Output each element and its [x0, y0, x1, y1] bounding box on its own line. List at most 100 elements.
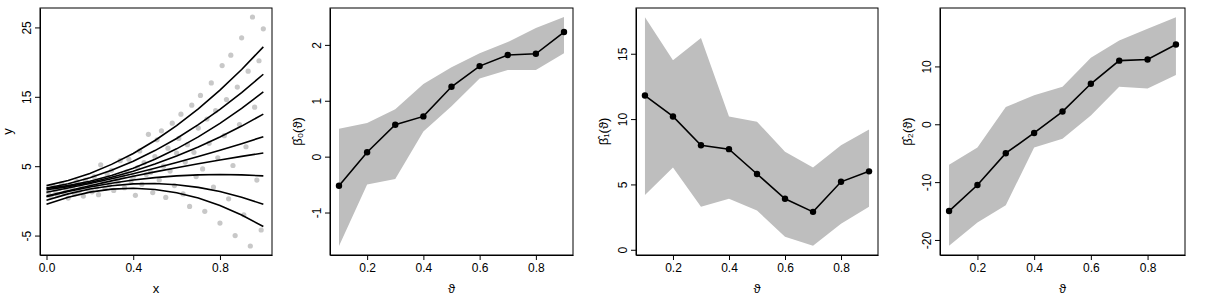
scatter-point	[198, 93, 203, 98]
plot-frame	[636, 8, 878, 255]
tick-label: 0.2	[665, 261, 682, 275]
point-marker	[1144, 56, 1150, 62]
tick-mark	[631, 119, 636, 120]
point-marker	[670, 113, 676, 119]
tick-mark	[325, 101, 330, 102]
point-marker	[1088, 81, 1094, 87]
point-marker	[782, 196, 788, 202]
scatter-point	[256, 58, 261, 63]
tick-mark	[367, 255, 368, 260]
tick: 15	[20, 90, 40, 104]
tick: 0.8	[1140, 255, 1157, 275]
tick-label: 0.6	[777, 261, 794, 275]
tick-mark	[423, 255, 424, 260]
line	[339, 32, 564, 186]
tick-label: 0.4	[416, 261, 433, 275]
tick-label: 0.8	[528, 261, 545, 275]
tick-label: 0.8	[833, 261, 850, 275]
tick-mark	[631, 54, 636, 55]
line	[47, 74, 264, 188]
tick: 0.0	[39, 255, 56, 275]
tick-mark	[785, 255, 786, 260]
point-marker	[726, 146, 732, 152]
scatter-point	[246, 69, 251, 74]
y-axis: -20-10010	[920, 9, 941, 256]
tick: 0.8	[833, 255, 850, 275]
tick-label: -1	[310, 207, 324, 218]
tick-label: 25	[20, 21, 34, 35]
line	[949, 44, 1176, 211]
tick-label: -10	[920, 174, 934, 192]
scatter-point	[189, 103, 194, 108]
point-marker	[505, 52, 511, 58]
tick: 0.6	[1083, 255, 1100, 275]
tick: 15	[616, 47, 636, 61]
scatter-point	[230, 163, 235, 168]
panel: 0.20.40.60.8-20-10010ϑβ̂₂(ϑ)	[900, 8, 1186, 296]
tick: 0.2	[665, 255, 682, 275]
x-axis: 0.2 0.4 0.6 0.8	[637, 255, 879, 275]
x-axis-line	[41, 255, 273, 256]
point-marker	[838, 179, 844, 185]
line	[47, 114, 264, 190]
scatter-point	[248, 243, 253, 248]
x-axis-title: ϑ	[753, 281, 761, 296]
point-marker	[561, 29, 567, 35]
tick: 0	[616, 247, 636, 254]
tick: 0.4	[125, 255, 142, 275]
tick: 0.2	[359, 255, 376, 275]
tick-label: 0	[616, 247, 630, 254]
tick-label: 5	[20, 163, 34, 170]
y-axis: -1012	[310, 9, 331, 256]
tick: 5	[616, 181, 636, 188]
tick: 0.4	[416, 255, 433, 275]
y-axis-title: y	[0, 128, 15, 135]
tick: 10	[616, 113, 636, 127]
tick-label: 2	[310, 42, 324, 49]
tick-mark	[673, 255, 674, 260]
scatter-point	[200, 166, 205, 171]
tick-mark	[325, 157, 330, 158]
tick: 0	[920, 121, 940, 128]
tick: 0.8	[528, 255, 545, 275]
point-marker	[1059, 108, 1065, 114]
y-axis-line	[940, 9, 941, 256]
point-marker	[392, 122, 398, 128]
point-marker	[364, 149, 370, 155]
tick-label: 0.4	[1026, 261, 1043, 275]
point-marker	[810, 209, 816, 215]
point-marker	[974, 182, 980, 188]
scatter-point	[235, 84, 240, 89]
tick: 1	[310, 98, 330, 105]
panel: 0.20.40.60.8-1012ϑβ̂₀(ϑ)	[290, 8, 574, 296]
tick: 25	[20, 21, 40, 35]
line	[645, 96, 869, 212]
tick-mark	[977, 255, 978, 260]
plot-area	[946, 17, 1179, 245]
scatter-point	[159, 128, 164, 133]
tick-mark	[35, 27, 40, 28]
tick-mark	[935, 124, 940, 125]
plot-frame	[40, 8, 272, 255]
tick-mark	[841, 255, 842, 260]
point-marker	[754, 171, 760, 177]
tick-mark	[35, 97, 40, 98]
scatter-point	[170, 121, 175, 126]
tick-label: 0.4	[125, 261, 142, 275]
tick-label: -20	[920, 231, 934, 249]
tick-label: 1	[310, 98, 324, 105]
y-axis-line	[636, 9, 637, 256]
point-marker	[476, 63, 482, 69]
scatter-point	[220, 63, 225, 68]
tick-mark	[935, 240, 940, 241]
tick: 0.4	[721, 255, 738, 275]
x-axis-title: ϑ	[448, 281, 456, 296]
scatter-point	[239, 35, 244, 40]
tick-label: 0.8	[212, 261, 229, 275]
tick-mark	[480, 255, 481, 260]
tick-mark	[35, 236, 40, 237]
confidence-band	[949, 17, 1176, 245]
scatter-point	[226, 196, 231, 201]
plot-frame	[940, 8, 1185, 255]
tick-label: -5	[20, 230, 34, 241]
